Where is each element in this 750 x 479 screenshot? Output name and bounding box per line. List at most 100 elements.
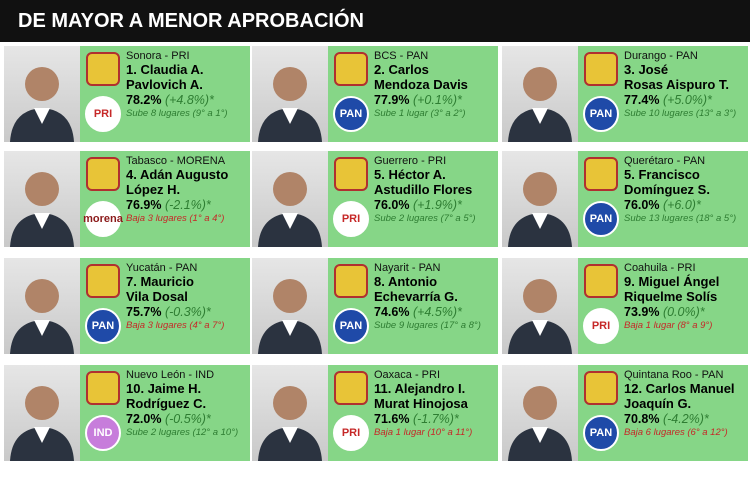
- state-emblem: [334, 52, 368, 86]
- state-emblem: [86, 157, 120, 191]
- approval: 75.7%: [126, 305, 162, 319]
- governor-card: PAN Querétaro - PAN 5. Francisco Domínguez …: [578, 151, 748, 247]
- portrait-silhouette: [258, 279, 322, 354]
- portrait: [252, 258, 328, 354]
- governor-name: 10. Jaime H.: [126, 381, 202, 396]
- governor-name: Rodríguez C.: [126, 396, 207, 411]
- approval-change: (-2.1%)*: [164, 198, 211, 212]
- rank-movement: Baja 1 lugar (8° a 9°): [624, 320, 713, 331]
- party-badge: PRI: [333, 415, 369, 451]
- approval-row: 76.0% (+1.9%)*: [374, 198, 496, 212]
- approval-row: 76.0% (+6.0)*: [624, 198, 746, 212]
- state-party: Nayarit - PAN: [374, 262, 441, 274]
- governor-card: IND Nuevo León - IND 10. Jaime H. Rodríguez…: [80, 365, 250, 461]
- party-badge: PAN: [583, 415, 619, 451]
- card-text: Oaxaca - PRI 11. Alejandro I. Murat Hinojo…: [374, 369, 496, 438]
- approval: 74.6%: [374, 305, 410, 319]
- state-emblem: [584, 157, 618, 191]
- approval-change: (+5.0%)*: [662, 93, 712, 107]
- rank-movement: Sube 1 lugar (3° a 2°): [374, 108, 466, 119]
- approval-row: 77.9% (+0.1%)*: [374, 93, 496, 107]
- approval-change: (0.0%)*: [662, 305, 705, 319]
- approval: 76.0%: [624, 198, 660, 212]
- governor-name: Rosas Aispuro T.: [624, 77, 729, 92]
- portrait-silhouette: [10, 386, 74, 461]
- rank-movement: Sube 10 lugares (13° a 3°): [624, 108, 737, 119]
- state-party: Durango - PAN: [624, 50, 698, 62]
- party-badge: morena: [83, 201, 123, 237]
- state-emblem: [86, 264, 120, 298]
- governor-name: 5. Francisco: [624, 167, 700, 182]
- governor-name: 12. Carlos Manuel: [624, 381, 735, 396]
- governor-name: Joaquín G.: [624, 396, 692, 411]
- governor-name: López H.: [126, 182, 181, 197]
- state-emblem: [334, 157, 368, 191]
- rank-movement: Sube 2 lugares (7° a 5°): [374, 213, 476, 224]
- rank-movement: Sube 13 lugares (18° a 5°): [624, 213, 737, 224]
- portrait: [4, 365, 80, 461]
- approval-change: (-4.2%)*: [662, 412, 709, 426]
- state-party: Nuevo León - IND: [126, 369, 215, 381]
- party-badge: PAN: [333, 96, 369, 132]
- governor-card: PAN Yucatán - PAN 7. Mauricio Vila Dosal 75.…: [80, 258, 250, 354]
- card-text: Sonora - PRI 1. Claudia A. Pavlovich A. 78.…: [126, 50, 248, 119]
- party-badge: PAN: [583, 96, 619, 132]
- approval-row: 73.9% (0.0%)*: [624, 305, 746, 319]
- approval-change: (+6.0)*: [662, 198, 701, 212]
- portrait: [252, 151, 328, 247]
- approval: 77.9%: [374, 93, 410, 107]
- governor-name: Mendoza Davis: [374, 77, 468, 92]
- governor-name: 7. Mauricio: [126, 274, 194, 289]
- state-party: Tabasco - MORENA: [126, 155, 226, 167]
- governor-name: 5. Héctor A.: [374, 167, 446, 182]
- card-text: Querétaro - PAN 5. Francisco Domínguez S. 7…: [624, 155, 746, 224]
- party-badge: PAN: [583, 201, 619, 237]
- state-emblem: [86, 52, 120, 86]
- portrait-silhouette: [10, 279, 74, 354]
- approval-row: 71.6% (-1.7%)*: [374, 412, 496, 426]
- governor-name: 1. Claudia A.: [126, 62, 204, 77]
- approval: 76.0%: [374, 198, 410, 212]
- governor-name: Astudillo Flores: [374, 182, 473, 197]
- party-badge: IND: [85, 415, 121, 451]
- governor-name: 4. Adán Augusto: [126, 167, 229, 182]
- approval-row: 78.2% (+4.8%)*: [126, 93, 248, 107]
- rank-movement: Baja 3 lugares (1° a 4°): [126, 213, 225, 224]
- governor-name: 2. Carlos: [374, 62, 429, 77]
- governor-card: PAN Quintana Roo - PAN 12. Carlos Manuel Jo…: [578, 365, 748, 461]
- governor-name: Pavlovich A.: [126, 77, 203, 92]
- state-party: Coahuila - PRI: [624, 262, 696, 274]
- rank-movement: Sube 9 lugares (17° a 8°): [374, 320, 481, 331]
- rank-movement: Baja 3 lugares (4° a 7°): [126, 320, 225, 331]
- approval-change: (+1.9%)*: [412, 198, 462, 212]
- governor-card: PAN Durango - PAN 3. José Rosas Aispuro T. 7…: [578, 46, 748, 142]
- approval: 71.6%: [374, 412, 410, 426]
- card-text: BCS - PAN 2. Carlos Mendoza Davis 77.9% (+0…: [374, 50, 496, 119]
- governor-card: PRI Guerrero - PRI 5. Héctor A. Astudillo F…: [328, 151, 498, 247]
- approval-change: (-1.7%)*: [412, 412, 459, 426]
- approval: 70.8%: [624, 412, 660, 426]
- portrait-silhouette: [258, 67, 322, 142]
- approval-row: 75.7% (-0.3%)*: [126, 305, 248, 319]
- rank-movement: Sube 8 lugares (9° a 1°): [126, 108, 228, 119]
- header-title: DE MAYOR A MENOR APROBACIÓN: [0, 0, 750, 42]
- card-text: Quintana Roo - PAN 12. Carlos Manuel Joaqu…: [624, 369, 746, 438]
- approval-row: 77.4% (+5.0%)*: [624, 93, 746, 107]
- portrait: [502, 151, 578, 247]
- portrait-silhouette: [258, 172, 322, 247]
- portrait: [502, 46, 578, 142]
- portrait-silhouette: [10, 67, 74, 142]
- card-text: Guerrero - PRI 5. Héctor A. Astudillo Flor…: [374, 155, 496, 224]
- governor-name: 3. José: [624, 62, 669, 77]
- card-text: Durango - PAN 3. José Rosas Aispuro T. 77.4…: [624, 50, 746, 119]
- portrait-silhouette: [508, 279, 572, 354]
- governor-card: PAN Nayarit - PAN 8. Antonio Echevarría G. 7…: [328, 258, 498, 354]
- state-emblem: [334, 264, 368, 298]
- portrait-silhouette: [508, 386, 572, 461]
- party-badge: PRI: [85, 96, 121, 132]
- governor-name: 8. Antonio: [374, 274, 438, 289]
- approval: 76.9%: [126, 198, 162, 212]
- governor-card: PAN BCS - PAN 2. Carlos Mendoza Davis 77.9% …: [328, 46, 498, 142]
- rank-movement: Baja 1 lugar (10° a 11°): [374, 427, 473, 438]
